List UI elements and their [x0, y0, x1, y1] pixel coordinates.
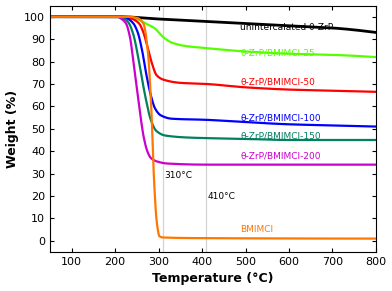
Text: θ-ZrP/BMIMCl-100: θ-ZrP/BMIMCl-100	[240, 113, 321, 122]
X-axis label: Temperature (°C): Temperature (°C)	[152, 272, 274, 285]
Text: unintercalated θ-ZrP: unintercalated θ-ZrP	[240, 24, 334, 33]
Text: θ-ZrP/BMIMCl-25: θ-ZrP/BMIMCl-25	[240, 48, 315, 57]
Text: 410°C: 410°C	[208, 191, 236, 200]
Text: θ-ZrP/BMIMCl-150: θ-ZrP/BMIMCl-150	[240, 131, 321, 140]
Text: θ-ZrP/BMIMCl-50: θ-ZrP/BMIMCl-50	[240, 77, 315, 86]
Y-axis label: Weight (%): Weight (%)	[5, 90, 18, 168]
Text: 310°C: 310°C	[164, 171, 192, 180]
Text: θ-ZrP/BMIMCl-200: θ-ZrP/BMIMCl-200	[240, 151, 321, 160]
Text: BMIMCl: BMIMCl	[240, 225, 274, 234]
